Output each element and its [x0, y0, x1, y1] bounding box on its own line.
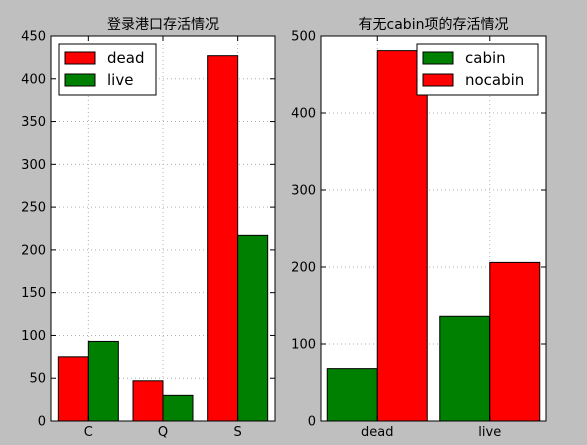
- legend-swatch-nocabin: [422, 73, 454, 87]
- bar-live-Q: [162, 394, 194, 422]
- y-tick-label: 250: [21, 201, 46, 216]
- y-tick-label: 300: [21, 158, 46, 173]
- bar-cabin-dead: [326, 368, 378, 422]
- x-tick-label: S: [234, 425, 242, 440]
- legend-swatch-dead: [64, 51, 96, 65]
- axes-frame: [320, 35, 547, 422]
- legend-swatch-live: [64, 73, 96, 87]
- y-tick-label: 400: [21, 72, 46, 87]
- y-tick-label: 100: [291, 338, 316, 353]
- legend-label-dead: dead: [107, 49, 144, 67]
- x-tick-label: C: [84, 425, 93, 440]
- bar-dead-S: [207, 55, 239, 422]
- y-tick-label: 500: [291, 30, 316, 45]
- bar-dead-C: [57, 356, 89, 422]
- y-tick-label: 0: [38, 415, 46, 430]
- x-tick-label: live: [478, 425, 501, 440]
- chart-embark-survival: 0 50 100 150 200 250 300 350 400 450 C Q S 登录港口存活情况 de…: [21, 17, 276, 440]
- y-tick-label: 400: [291, 107, 316, 122]
- bar-cabin-live: [439, 315, 491, 422]
- legend: cabin nocabin: [416, 43, 539, 96]
- y-tick-label: 0: [308, 415, 316, 430]
- bar-nocabin-live: [489, 261, 541, 422]
- chart-cabin-survival: 0 100 200 300 400 500 dead live 有无cabin项的存活情况 cab…: [291, 17, 547, 440]
- x-tick-label: Q: [158, 425, 168, 440]
- y-tick-label: 350: [21, 115, 46, 130]
- y-tick-label: 100: [21, 329, 46, 344]
- x-tick-label: dead: [361, 425, 393, 440]
- y-tick-label: 150: [21, 286, 46, 301]
- legend-label-cabin: cabin: [465, 49, 506, 67]
- legend-label-nocabin: nocabin: [465, 71, 524, 89]
- bar-live-C: [87, 340, 119, 422]
- legend-label-live: live: [107, 71, 133, 89]
- legend-swatch-cabin: [422, 51, 454, 65]
- bar-dead-Q: [132, 380, 164, 422]
- bar-nocabin-dead: [376, 50, 428, 422]
- y-tick-label: 450: [21, 30, 46, 45]
- y-tick-label: 300: [291, 184, 316, 199]
- chart-title: 登录港口存活情况: [107, 17, 219, 33]
- legend: dead live: [58, 43, 157, 96]
- chart-title: 有无cabin项的存活情况: [359, 17, 509, 33]
- y-tick-label: 200: [291, 261, 316, 276]
- y-tick-label: 200: [21, 243, 46, 258]
- y-tick-label: 50: [29, 372, 46, 387]
- bar-live-S: [237, 234, 269, 422]
